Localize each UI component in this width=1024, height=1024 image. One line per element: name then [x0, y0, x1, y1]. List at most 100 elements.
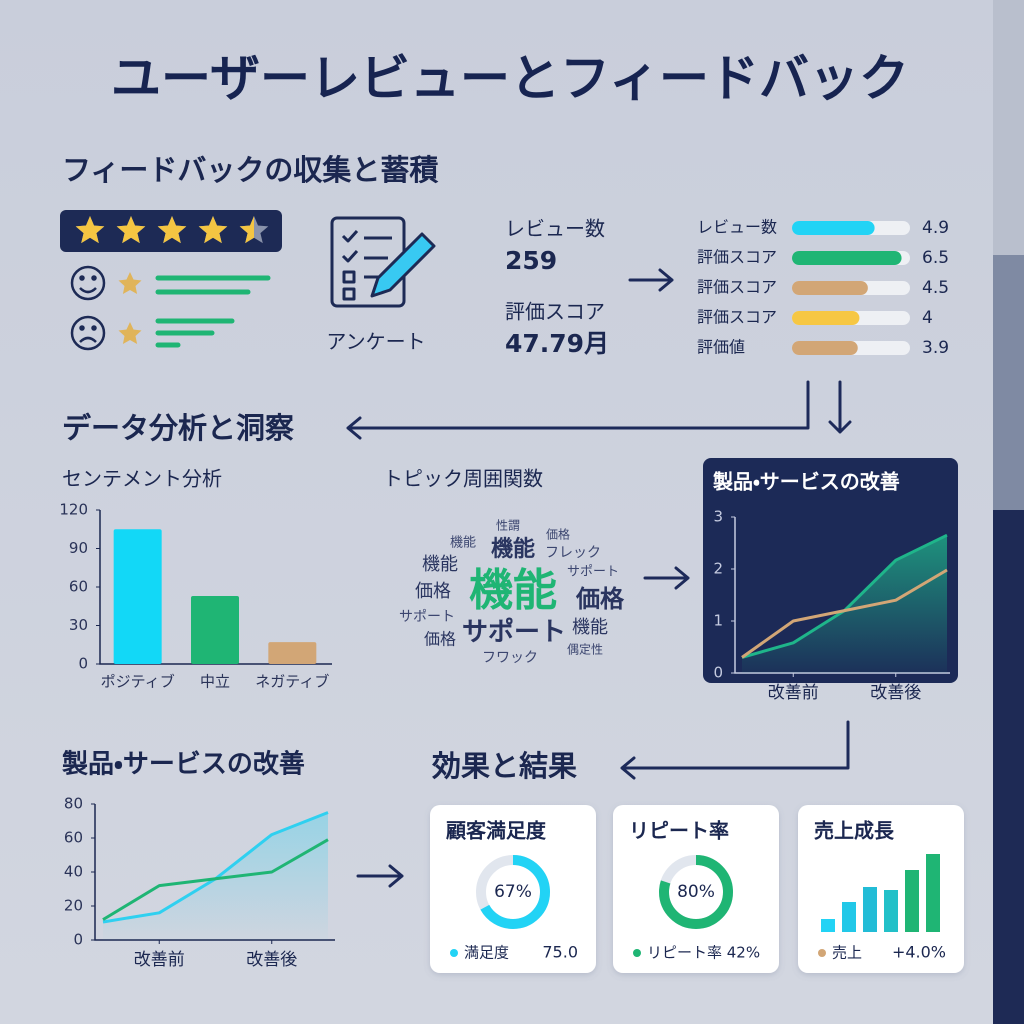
- x-tick-label: 中立: [200, 673, 230, 691]
- star: [157, 216, 187, 244]
- section-title: フィードバックの収集と蓄積: [62, 153, 438, 187]
- survey-label: アンケート: [326, 330, 425, 354]
- bar: [905, 870, 919, 932]
- y-tick-label: 2: [713, 560, 723, 578]
- word: フワック: [482, 650, 538, 666]
- y-tick-label: 90: [69, 539, 88, 557]
- bar: [821, 919, 835, 932]
- bar: [926, 854, 940, 932]
- bar: [792, 311, 860, 325]
- word: 価格: [424, 630, 456, 649]
- bar-label: 評価スコア: [697, 248, 777, 267]
- arrow: [628, 268, 674, 292]
- donut-label: 67%: [494, 882, 532, 902]
- bar: [842, 902, 856, 932]
- bar-label: 評価値: [697, 338, 745, 357]
- donut-label: 80%: [677, 882, 715, 902]
- sad-icon: [70, 315, 106, 351]
- score-bars: レビュー数 4.9 評価スコア 6.5 評価スコア 4.5 評価スコア 4 評価値 3.9: [697, 218, 949, 359]
- chart-title: 製品・サービスの改善: [713, 470, 900, 494]
- donut-arc: [476, 855, 550, 929]
- word: サポート: [567, 565, 619, 580]
- bar: [792, 221, 875, 235]
- word: 偶定性: [567, 643, 603, 657]
- x-tick-label: 改善前: [134, 950, 185, 970]
- bar: [191, 595, 239, 664]
- word: 機能: [491, 536, 535, 562]
- y-tick-label: 3: [713, 508, 723, 526]
- review-lines: [155, 275, 271, 348]
- star: [116, 216, 146, 244]
- card: [798, 805, 964, 973]
- x-tick-label: 改善後: [870, 683, 921, 703]
- arrow: [356, 864, 404, 888]
- section-title: 製品・サービスの改善: [62, 749, 305, 780]
- rating-stars: [75, 216, 269, 244]
- y-tick-label: 0: [713, 664, 723, 682]
- bar-label: 評価スコア: [697, 278, 777, 297]
- legend-label: 売上: [832, 944, 862, 962]
- bar: [113, 529, 162, 664]
- legend-label: リピート率 42%: [647, 944, 760, 962]
- arrow: [346, 380, 810, 440]
- bar-value: 4.5: [922, 278, 949, 298]
- legend-dot: [818, 949, 826, 957]
- side-stripe: [993, 255, 1024, 510]
- card-title: 売上成長: [814, 819, 895, 843]
- x-tick-label: 改善前: [768, 683, 819, 703]
- y-tick-label: 0: [78, 655, 88, 673]
- bar-value: 4.9: [922, 218, 949, 238]
- card: [430, 805, 596, 973]
- x-tick-label: ポジティブ: [101, 673, 175, 691]
- stat-value: 259: [505, 246, 557, 275]
- card-title: リピート率: [629, 819, 729, 843]
- bar: [884, 890, 898, 932]
- y-tick-label: 60: [64, 829, 83, 847]
- legend-dot: [450, 949, 458, 957]
- y-tick-label: 20: [64, 897, 83, 915]
- legend-dot: [633, 949, 641, 957]
- legend-value: 75.0: [542, 943, 578, 962]
- legend-label: 満足度: [464, 944, 509, 962]
- bar-value: 3.9: [922, 338, 949, 358]
- chart-title: センテメント分析: [62, 467, 222, 491]
- area: [742, 535, 947, 673]
- word: 機能: [422, 554, 458, 575]
- legend-value: +4.0%: [892, 943, 946, 962]
- star: [75, 216, 105, 244]
- donut-arc: [659, 855, 733, 929]
- word: フレック: [545, 545, 601, 561]
- bar-label: 評価スコア: [697, 308, 777, 327]
- word: 性謂: [496, 519, 520, 533]
- side-stripe: [993, 510, 1024, 1024]
- stat-label: レビュー数: [505, 217, 605, 241]
- line: [741, 568, 948, 659]
- y-tick-label: 0: [73, 931, 83, 949]
- arrow: [828, 380, 852, 434]
- x-tick-label: 改善後: [246, 950, 297, 970]
- word: 機能: [450, 536, 476, 551]
- word: 価格: [575, 585, 625, 613]
- bar: [268, 642, 317, 664]
- stat-value: 47.79月: [505, 329, 609, 358]
- bar-label: レビュー数: [697, 218, 777, 237]
- arrow: [643, 566, 690, 590]
- y-tick-label: 80: [64, 795, 83, 813]
- happy-icon: [70, 265, 106, 301]
- word: サポート: [462, 617, 566, 648]
- word: 機能: [572, 617, 608, 638]
- star-icon: [118, 272, 142, 294]
- card-title: 顧客満足度: [445, 819, 547, 843]
- word: 機能: [469, 565, 557, 616]
- page-title: ユーザーレビューとフィードバック: [111, 50, 909, 108]
- y-tick-label: 120: [59, 501, 88, 519]
- y-tick-label: 40: [64, 863, 83, 881]
- star: [239, 216, 254, 244]
- word: 価格: [415, 581, 451, 602]
- star-icon: [118, 322, 142, 344]
- word: サポート: [399, 609, 455, 625]
- bar-value: 4: [922, 308, 933, 328]
- pencil-icon: [370, 232, 436, 298]
